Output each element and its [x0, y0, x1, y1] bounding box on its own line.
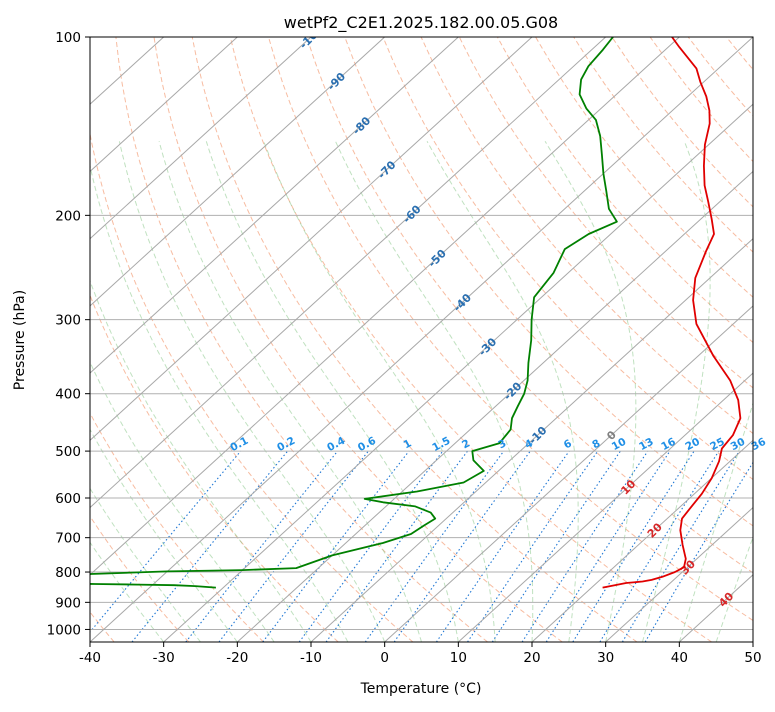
y-tick-label: 300 — [55, 313, 81, 329]
x-tick-label: 40 — [671, 650, 688, 666]
x-tick-label: 0 — [380, 650, 389, 666]
x-axis-label: Temperature (°C) — [360, 681, 482, 697]
chart-title: wetPf2_C2E1.2025.182.00.05.G08 — [284, 13, 558, 33]
x-tick-label: -40 — [79, 650, 101, 666]
y-tick-label: 900 — [55, 595, 81, 611]
x-tick-label: 10 — [450, 650, 467, 666]
x-tick-label: 20 — [523, 650, 540, 666]
x-tick-label: -20 — [226, 650, 248, 666]
x-tick-label: -10 — [300, 650, 322, 666]
y-axis-label: Pressure (hPa) — [12, 290, 28, 390]
y-tick-label: 1000 — [47, 622, 81, 638]
y-tick-label: 700 — [55, 531, 81, 547]
x-tick-label: 30 — [597, 650, 614, 666]
y-tick-label: 800 — [55, 565, 81, 581]
y-tick-label: 600 — [55, 491, 81, 507]
y-tick-label: 200 — [55, 208, 81, 224]
x-tick-label: -30 — [153, 650, 175, 666]
y-tick-label: 100 — [55, 30, 81, 46]
x-tick-label: 50 — [744, 650, 761, 666]
y-tick-label: 400 — [55, 387, 81, 403]
y-tick-label: 500 — [55, 444, 81, 460]
